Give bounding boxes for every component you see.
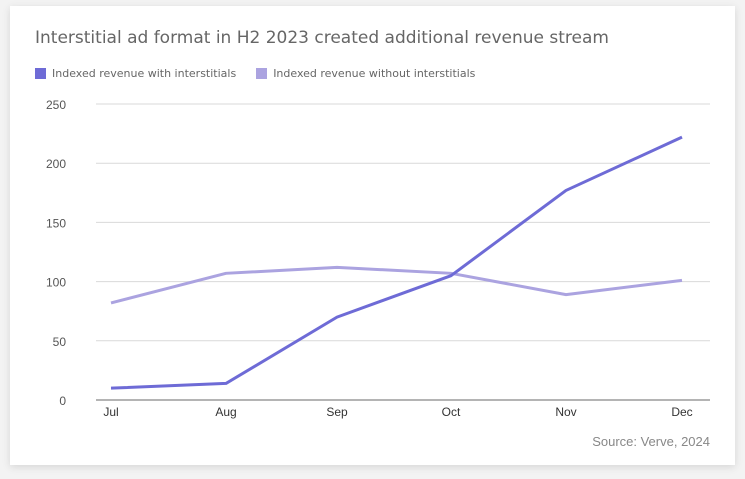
legend: Indexed revenue with interstitials Index…: [35, 67, 495, 80]
x-tick-label: Oct: [442, 405, 461, 419]
x-tick-label: Dec: [671, 405, 692, 419]
legend-label-with-interstitials: Indexed revenue with interstitials: [52, 67, 237, 80]
legend-swatch-without-interstitials: [256, 68, 268, 79]
y-tick-label: 0: [59, 394, 66, 408]
x-tick-label: Sep: [326, 405, 348, 419]
y-tick-label: 100: [46, 276, 66, 290]
y-tick-label: 200: [46, 157, 66, 171]
source-note: Source: Verve, 2024: [592, 434, 710, 449]
y-tick-label: 250: [46, 98, 66, 112]
chart-title: Interstitial ad format in H2 2023 create…: [35, 28, 609, 48]
x-tick-label: Nov: [555, 405, 576, 419]
legend-label-without-interstitials: Indexed revenue without interstitials: [273, 67, 476, 80]
x-tick-label: Jul: [103, 405, 118, 419]
legend-item-without-interstitials: Indexed revenue without interstitials: [256, 67, 475, 80]
series-line-without-interstitials: [110, 265, 683, 305]
y-tick-label: 50: [53, 335, 67, 349]
x-tick-label: Aug: [215, 405, 236, 419]
legend-item-with-interstitials: Indexed revenue with interstitials: [35, 67, 236, 80]
y-tick-label: 150: [46, 216, 66, 230]
legend-swatch-with-interstitials: [35, 68, 46, 79]
series-line-with-interstitials: [110, 135, 683, 390]
